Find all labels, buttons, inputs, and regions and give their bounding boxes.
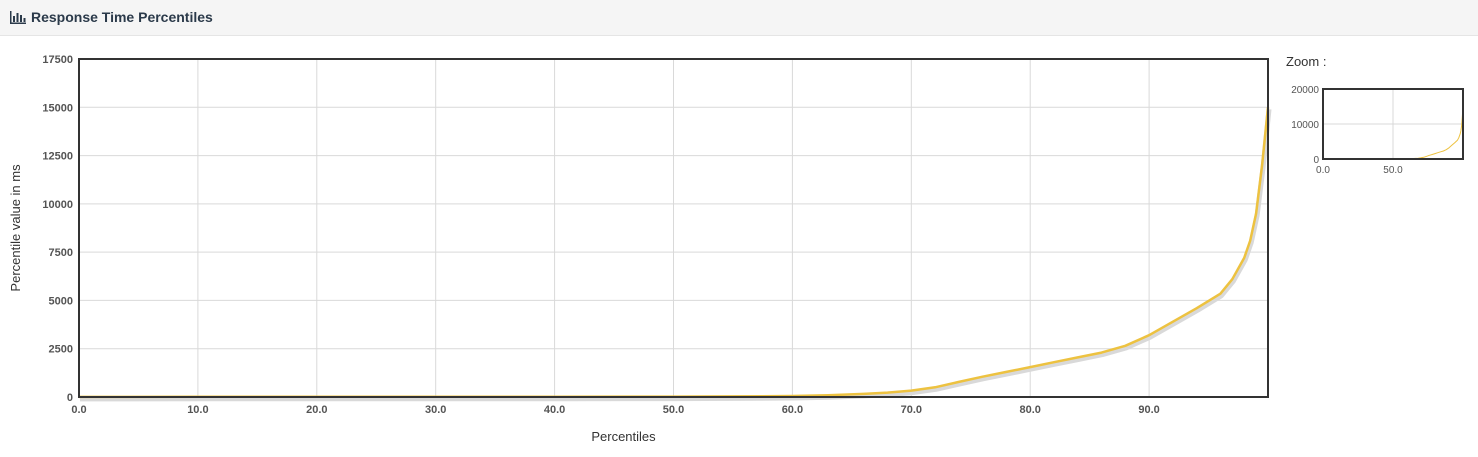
x-tick-label: 40.0	[544, 404, 565, 416]
y-tick-label: 2500	[49, 344, 73, 356]
y-tick-labels: 0 2500 5000 7500 10000 12500 15000 17500	[42, 54, 73, 404]
x-tick-label: 80.0	[1019, 404, 1040, 416]
y-tick-label: 17500	[42, 54, 73, 66]
y-tick-label: 10000	[42, 199, 73, 211]
zoom-y-tick-label: 10000	[1291, 120, 1319, 131]
zoom-y-tick-label: 20000	[1291, 85, 1319, 96]
grid-lines	[78, 58, 1268, 398]
x-tick-labels: 0.0 10.0 20.0 30.0 40.0 50.0 60.0 70.0 80.0 90.0	[71, 404, 1159, 416]
zoom-overview[interactable]: 0 10000 20000 0.0 50.0	[1291, 85, 1464, 176]
x-tick-label: 60.0	[782, 404, 803, 416]
series-shadow	[79, 109, 1272, 402]
x-tick-label: 0.0	[71, 404, 86, 416]
x-tick-label: 70.0	[901, 404, 922, 416]
zoom-x-tick-label: 0.0	[1316, 165, 1330, 176]
y-tick-label: 12500	[42, 151, 73, 163]
zoom-y-tick-label: 0	[1313, 155, 1319, 166]
zoom-label: Zoom :	[1286, 54, 1327, 69]
panel-title: Response Time Percentiles	[31, 9, 213, 25]
zoom-x-tick-label: 50.0	[1383, 165, 1403, 176]
main-chart[interactable]: 0 2500 5000 7500 10000 12500 15000 17500 0.0 10.…	[0, 37, 1478, 457]
x-tick-label: 10.0	[187, 404, 208, 416]
zoom-x-tick-labels: 0.0 50.0	[1316, 165, 1403, 176]
zoom-y-tick-labels: 0 10000 20000	[1291, 85, 1319, 166]
x-tick-label: 50.0	[663, 404, 684, 416]
y-tick-label: 7500	[49, 247, 73, 259]
y-axis-label: Percentile value in ms	[8, 164, 23, 292]
x-tick-label: 20.0	[306, 404, 327, 416]
y-tick-label: 15000	[42, 102, 73, 114]
y-tick-label: 0	[67, 392, 73, 404]
plot-border	[78, 58, 1269, 398]
x-tick-label: 90.0	[1138, 404, 1159, 416]
x-axis-label: Percentiles	[591, 429, 656, 444]
x-tick-label: 30.0	[425, 404, 446, 416]
bar-chart-icon	[10, 11, 26, 24]
panel-heading: Response Time Percentiles	[0, 0, 1478, 36]
y-tick-label: 5000	[49, 295, 73, 307]
zoom-border	[1322, 88, 1464, 160]
zoom-grid-lines	[1322, 88, 1463, 160]
